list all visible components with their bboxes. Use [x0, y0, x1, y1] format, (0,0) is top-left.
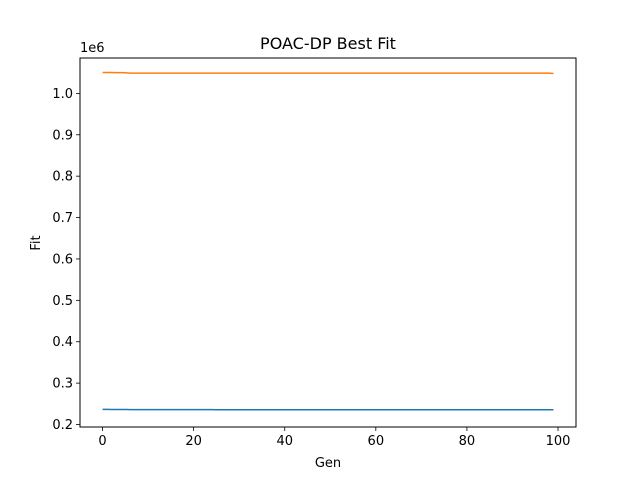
y-tick-label: 0.5	[52, 294, 73, 309]
y-tick-label: 0.8	[52, 170, 73, 185]
series-layer	[102, 71, 554, 411]
y-tick-label: 0.7	[52, 211, 73, 226]
y-tick-label: 0.2	[52, 418, 73, 433]
x-axis: 0 20 40 60 80 100	[98, 427, 570, 449]
y-offset-label: 1e6	[80, 41, 105, 56]
y-axis: 0.2 0.3 0.4 0.5 0.6 0.7 0.8 0.9 1.0	[52, 87, 80, 433]
y-tick-label: 1.0	[52, 87, 73, 102]
y-tick-label: 0.9	[52, 128, 73, 143]
x-tick-label: 60	[368, 434, 385, 449]
plot-frame	[79, 57, 577, 428]
x-tick-label: 20	[185, 434, 202, 449]
y-axis-label: Fit	[29, 235, 44, 250]
y-tick-label: 0.3	[52, 377, 73, 392]
y-tick-label: 0.4	[52, 335, 73, 350]
x-axis-label: Gen	[315, 456, 341, 471]
x-tick-label: 100	[546, 434, 571, 449]
y-tick-label: 0.6	[52, 252, 73, 267]
x-tick-label: 0	[98, 434, 106, 449]
chart-title: POAC-DP Best Fit	[260, 34, 396, 53]
x-tick-label: 80	[459, 434, 476, 449]
x-tick-label: 40	[276, 434, 293, 449]
series-line-2	[102, 71, 554, 75]
